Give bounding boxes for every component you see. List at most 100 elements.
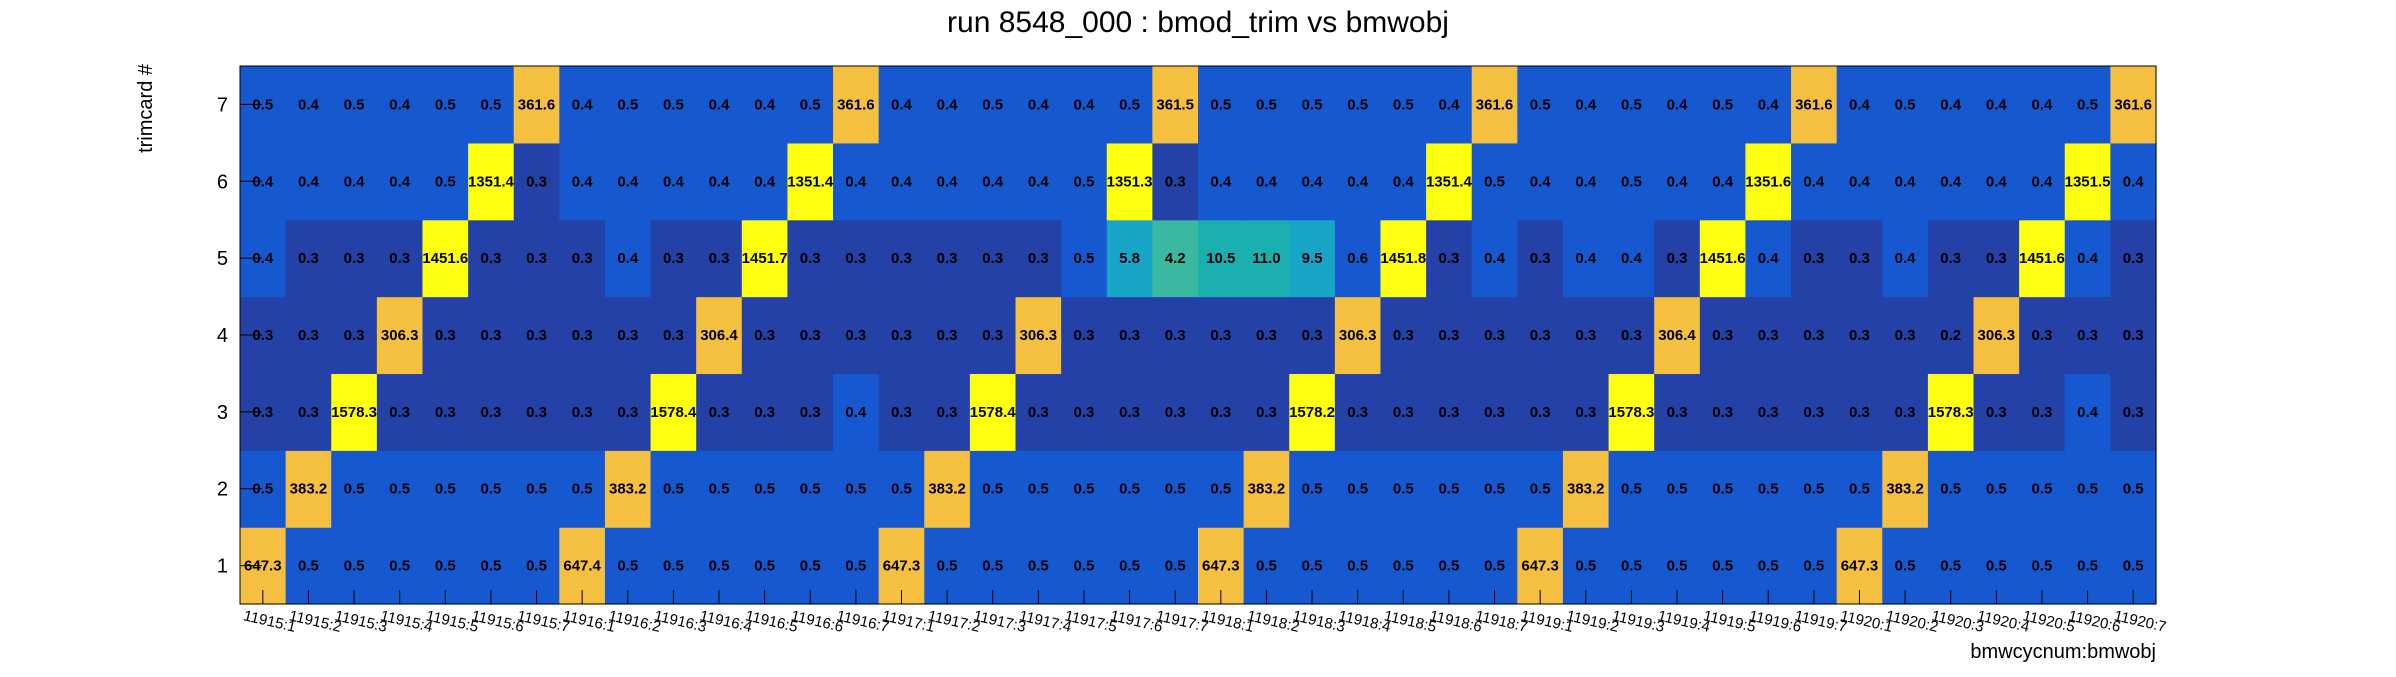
cell-value-label: 0.3 bbox=[1210, 327, 1231, 344]
cell-value-label: 0.4 bbox=[1302, 173, 1324, 190]
cell-value-label: 0.3 bbox=[1621, 327, 1642, 344]
heatmap-cell bbox=[1289, 219, 1336, 298]
heatmap-cell bbox=[1836, 373, 1883, 451]
heatmap-cell bbox=[1380, 373, 1427, 451]
cell-value-label: 0.3 bbox=[1074, 327, 1095, 344]
heatmap-cell bbox=[1334, 450, 1382, 528]
cell-value-label: 0.3 bbox=[252, 327, 273, 344]
heatmap-cell bbox=[1243, 296, 1290, 375]
cell-value-label: 0.5 bbox=[1575, 558, 1596, 575]
cell-value-label: 0.3 bbox=[1712, 404, 1733, 421]
cell-value-label: 0.3 bbox=[1165, 173, 1186, 190]
heatmap-cell bbox=[969, 373, 1017, 451]
cell-value-label: 0.3 bbox=[1119, 327, 1140, 344]
heatmap-cell bbox=[741, 66, 789, 144]
cell-value-label: 0.5 bbox=[2032, 558, 2053, 575]
cell-value-label: 0.5 bbox=[1028, 481, 1049, 498]
heatmap-cell bbox=[2110, 450, 2157, 528]
cell-value-label: 0.3 bbox=[344, 327, 365, 344]
heatmap-cell bbox=[969, 142, 1017, 221]
heatmap-cell bbox=[1927, 450, 1975, 528]
cell-value-label: 0.3 bbox=[1712, 327, 1733, 344]
cell-value-label: 0.3 bbox=[435, 327, 456, 344]
cell-value-label: 0.4 bbox=[252, 173, 274, 190]
heatmap-cell bbox=[1243, 142, 1290, 221]
heatmap-cell bbox=[1973, 296, 2020, 375]
cell-value-label: 0.4 bbox=[845, 173, 867, 190]
cell-value-label: 1578.4 bbox=[970, 404, 1017, 421]
heatmap-cell bbox=[1289, 373, 1336, 451]
heatmap-cell bbox=[696, 373, 743, 451]
y-tick-label: 3 bbox=[217, 402, 228, 424]
heatmap-cell bbox=[1745, 373, 1792, 451]
cell-value-label: 361.5 bbox=[1156, 96, 1194, 113]
heatmap-cell bbox=[559, 142, 606, 221]
heatmap-cell bbox=[741, 219, 789, 298]
heatmap-cell bbox=[1562, 373, 1610, 451]
cell-value-label: 0.5 bbox=[709, 481, 730, 498]
heatmap-cell bbox=[1882, 66, 1929, 144]
cell-value-label: 0.3 bbox=[2123, 250, 2144, 267]
cell-value-label: 0.5 bbox=[1074, 173, 1095, 190]
cell-value-label: 0.3 bbox=[1530, 404, 1551, 421]
heatmap-cell bbox=[2110, 296, 2157, 375]
heatmap-cell bbox=[1699, 219, 1747, 298]
heatmap-cell bbox=[1562, 142, 1610, 221]
heatmap-cell bbox=[1973, 219, 2020, 298]
cell-value-label: 0.4 bbox=[1758, 96, 1780, 113]
heatmap-cell bbox=[1608, 450, 1655, 528]
heatmap-cell bbox=[1973, 373, 2020, 451]
heatmap-cell bbox=[1745, 450, 1792, 528]
cell-value-label: 0.3 bbox=[1803, 404, 1824, 421]
heatmap-cell bbox=[1106, 296, 1153, 375]
cell-value-label: 10.5 bbox=[1206, 250, 1235, 267]
cell-value-label: 1351.3 bbox=[1107, 173, 1153, 190]
heatmap-cell bbox=[696, 296, 743, 375]
cell-value-label: 0.5 bbox=[435, 173, 456, 190]
cell-value-label: 0.3 bbox=[800, 250, 821, 267]
cell-value-label: 0.5 bbox=[663, 481, 684, 498]
heatmap-cell bbox=[1152, 66, 1199, 144]
heatmap-cell bbox=[1061, 219, 1108, 298]
heatmap-cell bbox=[1699, 142, 1747, 221]
cell-value-label: 0.4 bbox=[709, 96, 731, 113]
cell-value-label: 0.5 bbox=[617, 558, 638, 575]
cell-value-label: 0.4 bbox=[1849, 173, 1871, 190]
cell-value-label: 0.5 bbox=[1803, 481, 1824, 498]
cell-value-label: 0.3 bbox=[1849, 250, 1870, 267]
cell-value-label: 0.3 bbox=[526, 404, 547, 421]
cell-value-label: 0.3 bbox=[1028, 404, 1049, 421]
heatmap-cell bbox=[1927, 142, 1975, 221]
heatmap-cell bbox=[2019, 296, 2066, 375]
heatmap-cell bbox=[513, 296, 560, 375]
heatmap-cell bbox=[1654, 219, 1701, 298]
heatmap-cell bbox=[2019, 373, 2066, 451]
heatmap-cell bbox=[1973, 66, 2020, 144]
cell-value-label: 0.4 bbox=[845, 404, 867, 421]
cell-value-label: 0.4 bbox=[1712, 173, 1734, 190]
heatmap-cell bbox=[1015, 373, 1062, 451]
heatmap-cell bbox=[1380, 142, 1427, 221]
cell-value-label: 306.3 bbox=[1339, 327, 1377, 344]
heatmap-cell bbox=[1198, 373, 1245, 451]
heatmap-cell bbox=[1791, 450, 1838, 528]
heatmap-cell bbox=[1015, 219, 1062, 298]
cell-value-label: 0.5 bbox=[982, 481, 1003, 498]
cell-value-label: 0.4 bbox=[1895, 173, 1917, 190]
cell-value-label: 0.3 bbox=[572, 327, 593, 344]
heatmap-cell bbox=[878, 142, 925, 221]
cell-value-label: 0.3 bbox=[1758, 404, 1779, 421]
cell-value-label: 0.5 bbox=[1621, 173, 1642, 190]
cell-value-label: 0.4 bbox=[1347, 173, 1369, 190]
heatmap-cell bbox=[1791, 219, 1838, 298]
heatmap-cell bbox=[1426, 373, 1473, 451]
cell-value-label: 0.5 bbox=[1438, 558, 1459, 575]
heatmap-cell bbox=[741, 373, 789, 451]
cell-value-label: 0.3 bbox=[480, 327, 501, 344]
cell-value-label: 0.5 bbox=[937, 558, 958, 575]
heatmap-cell bbox=[787, 219, 834, 298]
cell-value-label: 0.3 bbox=[663, 250, 684, 267]
heatmap-cell bbox=[422, 373, 469, 451]
heatmap-cell bbox=[833, 219, 880, 298]
